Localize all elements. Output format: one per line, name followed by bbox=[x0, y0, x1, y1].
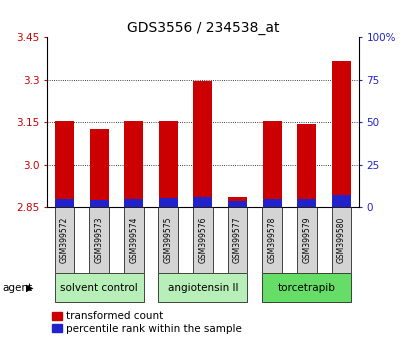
Bar bbox=[193, 81, 212, 197]
Legend: transformed count, percentile rank within the sample: transformed count, percentile rank withi… bbox=[52, 312, 241, 333]
Text: GSM399576: GSM399576 bbox=[198, 217, 207, 263]
Bar bbox=[54, 273, 143, 302]
Bar bbox=[158, 207, 178, 273]
Text: GSM399578: GSM399578 bbox=[267, 217, 276, 263]
Bar bbox=[297, 124, 316, 199]
Bar bbox=[227, 207, 247, 273]
Bar bbox=[331, 207, 351, 273]
Bar bbox=[89, 207, 109, 273]
Text: angiotensin II: angiotensin II bbox=[167, 282, 238, 293]
Bar bbox=[158, 273, 247, 302]
Text: GSM399575: GSM399575 bbox=[164, 217, 173, 263]
Bar bbox=[262, 207, 281, 273]
Bar bbox=[158, 121, 178, 198]
Bar bbox=[55, 199, 74, 207]
Text: GSM399580: GSM399580 bbox=[336, 217, 345, 263]
Bar bbox=[262, 199, 281, 207]
Text: solvent control: solvent control bbox=[60, 282, 137, 293]
Text: GSM399574: GSM399574 bbox=[129, 217, 138, 263]
Bar bbox=[227, 197, 247, 201]
Text: GSM399573: GSM399573 bbox=[94, 217, 103, 263]
Bar bbox=[297, 199, 316, 207]
Text: ▶: ▶ bbox=[26, 282, 33, 293]
Bar bbox=[124, 207, 143, 273]
Text: agent: agent bbox=[2, 282, 32, 293]
Title: GDS3556 / 234538_at: GDS3556 / 234538_at bbox=[126, 21, 279, 35]
Bar bbox=[296, 207, 316, 273]
Bar bbox=[124, 121, 143, 199]
Bar bbox=[89, 200, 108, 207]
Bar bbox=[193, 207, 212, 273]
Bar bbox=[227, 201, 247, 207]
Text: torcetrapib: torcetrapib bbox=[277, 282, 335, 293]
Text: GSM399577: GSM399577 bbox=[232, 217, 241, 263]
Bar bbox=[55, 121, 74, 199]
Bar bbox=[262, 273, 351, 302]
Bar bbox=[54, 207, 74, 273]
Bar bbox=[331, 61, 350, 195]
Bar bbox=[158, 198, 178, 207]
Bar bbox=[89, 129, 108, 200]
Bar bbox=[331, 195, 350, 207]
Text: GSM399572: GSM399572 bbox=[60, 217, 69, 263]
Bar bbox=[124, 199, 143, 207]
Bar bbox=[262, 121, 281, 199]
Bar bbox=[193, 197, 212, 207]
Text: GSM399579: GSM399579 bbox=[301, 217, 310, 263]
